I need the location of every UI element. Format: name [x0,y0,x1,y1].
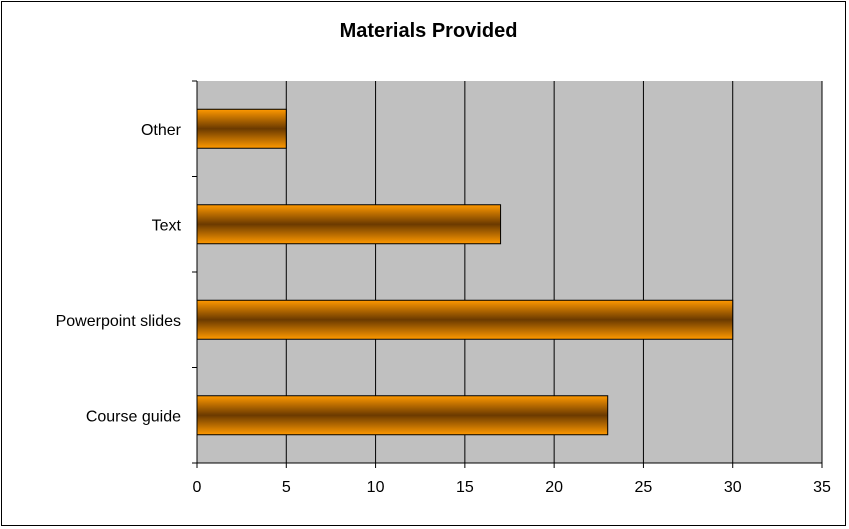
x-tick-label-10: 10 [367,479,385,496]
bar-text [196,204,502,245]
y-category-label-powerpoint-slides: Powerpoint slides [56,313,181,330]
y-category-label-course-guide: Course guide [86,408,181,425]
x-tick-label-0: 0 [193,479,202,496]
x-tick-label-25: 25 [635,479,653,496]
x-tick-label-20: 20 [545,479,563,496]
bar-other [196,108,287,149]
y-category-label-text: Text [152,217,182,234]
x-tick-label-5: 5 [282,479,291,496]
x-tick-label-15: 15 [456,479,474,496]
bar-course-guide [196,395,609,436]
x-tick-label-35: 35 [813,479,831,496]
bar-powerpoint-slides [196,299,734,340]
y-category-label-other: Other [141,122,182,139]
x-tick-label-30: 30 [724,479,742,496]
chart-title: Materials Provided [339,20,518,42]
